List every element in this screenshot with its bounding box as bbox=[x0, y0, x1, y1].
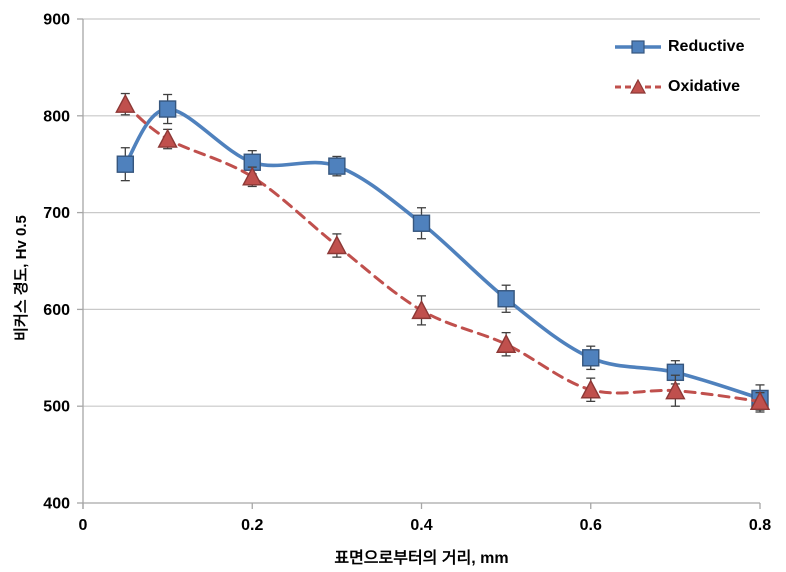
legend-item-reductive: Reductive bbox=[615, 34, 744, 60]
series-line-oxidative bbox=[123, 102, 762, 403]
x-axis-title: 표면으로부터의 거리, mm bbox=[334, 550, 509, 567]
series-line-reductive bbox=[123, 107, 762, 401]
marker-oxidative bbox=[665, 380, 686, 400]
x-tick-label: 0.6 bbox=[580, 517, 602, 534]
legend-label-oxidative: Oxidative bbox=[668, 78, 741, 95]
y-tick-label: 800 bbox=[43, 108, 70, 125]
series-oxidative bbox=[115, 92, 771, 411]
y-tick-label: 600 bbox=[43, 302, 70, 319]
reductive-line-sample-icon bbox=[615, 40, 661, 54]
y-tick-label: 500 bbox=[43, 399, 70, 416]
marker-reductive bbox=[158, 100, 177, 118]
marker-oxidative bbox=[749, 390, 771, 411]
oxidative-line-sample-icon bbox=[615, 79, 661, 94]
marker-reductive bbox=[497, 290, 515, 308]
marker-oxidative bbox=[495, 333, 517, 353]
marker-reductive bbox=[582, 349, 600, 367]
marker-oxidative bbox=[411, 299, 432, 320]
legend: Reductive Oxidative bbox=[615, 34, 744, 100]
marker-oxidative bbox=[157, 128, 178, 148]
y-tick-label: 400 bbox=[43, 496, 70, 513]
marker-oxidative bbox=[580, 379, 601, 399]
marker-reductive bbox=[328, 157, 346, 175]
marker-oxidative bbox=[326, 235, 348, 255]
legend-item-oxidative: Oxidative bbox=[615, 74, 744, 100]
y-tick-label: 900 bbox=[43, 12, 70, 29]
marker-reductive bbox=[412, 214, 431, 232]
marker-reductive bbox=[116, 155, 135, 173]
legend-label-reductive: Reductive bbox=[668, 38, 745, 55]
series-reductive bbox=[116, 93, 769, 413]
x-tick-label: 0 bbox=[79, 517, 88, 534]
marker-oxidative bbox=[115, 93, 136, 113]
x-tick-label: 0.4 bbox=[410, 517, 432, 534]
x-tick-label: 0.2 bbox=[241, 517, 263, 534]
y-tick-label: 700 bbox=[43, 205, 70, 222]
marker-oxidative bbox=[242, 166, 263, 186]
y-axis-title: 비커스 경도, Hv 0.5 bbox=[13, 215, 30, 341]
x-tick-label: 0.8 bbox=[749, 517, 771, 534]
